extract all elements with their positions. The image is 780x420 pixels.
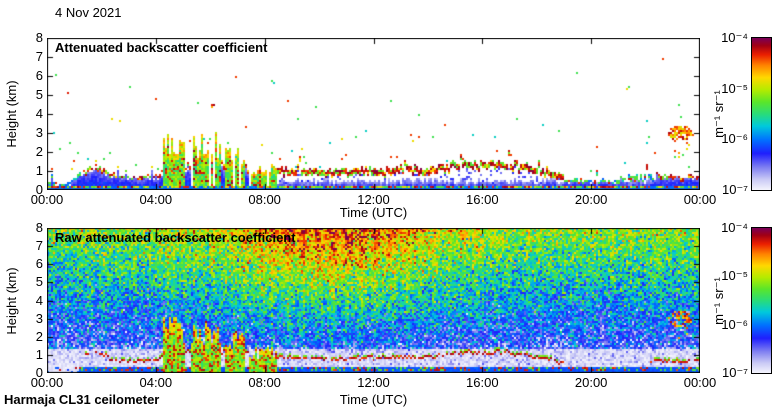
plot1-xtick-5: 20:00 <box>574 375 608 390</box>
plot0-xtick-1: 04:00 <box>139 192 173 207</box>
plot0-ytick-4: 4 <box>35 106 43 121</box>
plot0-ytick-5: 5 <box>35 87 43 102</box>
instrument-label: Harmaja CL31 ceilometer <box>4 392 160 407</box>
plot1-colorbar-tick-0: 10⁻⁴ <box>721 220 748 235</box>
plot0-ytick-2: 2 <box>35 144 43 159</box>
plot1-ytick-4: 4 <box>35 292 43 308</box>
plot1-colorbar-tick-2: 10⁻⁶ <box>721 316 748 332</box>
plot0-ytick-6: 6 <box>35 68 43 83</box>
attenuated-backscatter-heatmap <box>47 38 700 190</box>
bottom-x-axis-label: Time (UTC) <box>339 392 408 407</box>
plot0-ytick-7: 7 <box>35 49 43 64</box>
plot1-colorbar-tick-1: 10⁻⁵ <box>721 268 748 284</box>
plot1-xtick-4: 16:00 <box>466 375 499 390</box>
plot1-xtick-2: 08:00 <box>248 375 281 390</box>
bottom-plot-title: Raw attenuated backscatter coefficient <box>55 230 296 245</box>
plot0-colorbar-tick-0: 10⁻⁴ <box>721 30 748 45</box>
plot1-ytick-0: 0 <box>35 365 43 380</box>
bottom-colorbar <box>751 227 772 374</box>
plot1-xtick-0: 00:00 <box>30 375 64 390</box>
plot0-colorbar-tick-3: 10⁻⁷ <box>721 182 748 197</box>
plot1-xtick-3: 12:00 <box>357 375 390 390</box>
top-plot-title: Attenuated backscatter coefficient <box>55 40 268 55</box>
plot1-ytick-8: 8 <box>35 220 43 235</box>
plot0-ytick-1: 1 <box>35 163 43 178</box>
plot1-ytick-1: 1 <box>35 346 43 362</box>
plot1-xtick-6: 00:00 <box>683 375 717 390</box>
plot1-ytick-6: 6 <box>35 256 43 272</box>
plot0-xtick-5: 20:00 <box>574 192 608 207</box>
plot0-ytick-3: 3 <box>35 125 43 140</box>
bottom-y-axis-label: Height (km) <box>4 267 19 335</box>
plot0-xtick-4: 16:00 <box>466 192 499 207</box>
plot1-xtick-1: 04:00 <box>139 375 173 390</box>
plot0-xtick-3: 12:00 <box>357 192 390 207</box>
plot1-ytick-2: 2 <box>35 328 43 344</box>
plot0-xtick-0: 00:00 <box>30 192 64 207</box>
plot0-ytick-0: 0 <box>35 182 43 197</box>
plot1-ytick-3: 3 <box>35 310 43 326</box>
raw-attenuated-backscatter-heatmap <box>47 228 700 373</box>
plot0-colorbar-tick-1: 10⁻⁵ <box>721 80 748 96</box>
plot1-ytick-5: 5 <box>35 274 43 290</box>
top-y-axis-label: Height (km) <box>4 80 19 148</box>
plot1-ytick-7: 7 <box>35 238 43 254</box>
top-x-axis-label: Time (UTC) <box>339 205 408 220</box>
plot0-xtick-6: 00:00 <box>683 192 717 207</box>
top-colorbar <box>751 37 772 191</box>
date-label: 4 Nov 2021 <box>55 5 122 20</box>
plot0-ytick-8: 8 <box>35 30 43 45</box>
plot1-colorbar-tick-3: 10⁻⁷ <box>721 365 748 380</box>
plot0-xtick-2: 08:00 <box>248 192 281 207</box>
plot0-colorbar-tick-2: 10⁻⁶ <box>721 131 748 147</box>
